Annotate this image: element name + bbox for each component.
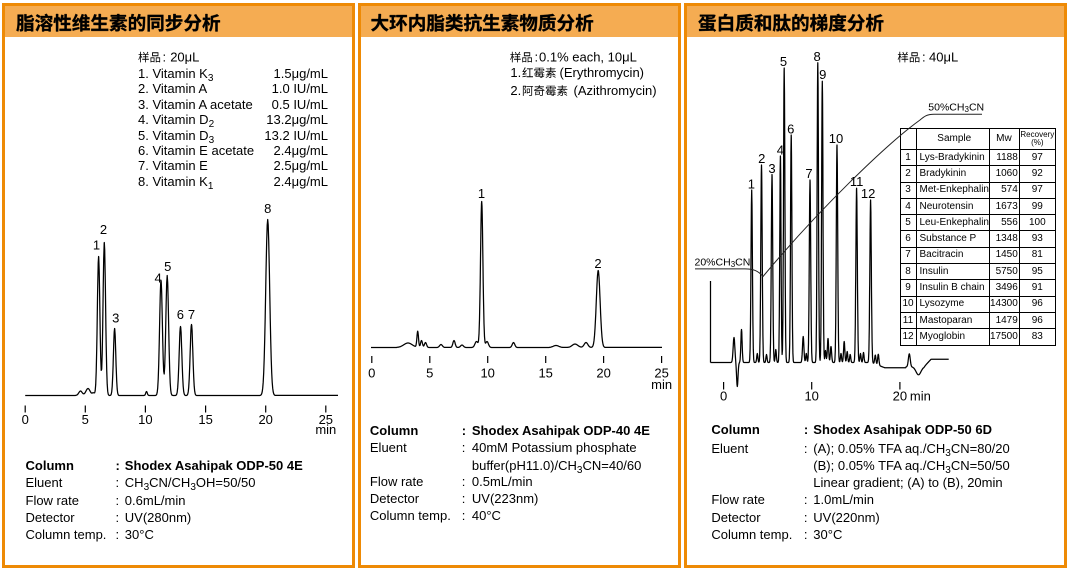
svg-text:5: 5 — [426, 366, 433, 381]
svg-text:1: 1 — [93, 238, 100, 253]
svg-text:3: 3 — [112, 311, 119, 326]
svg-text:4: 4 — [777, 143, 784, 158]
svg-text:10: 10 — [829, 131, 843, 146]
svg-text:5: 5 — [82, 412, 89, 427]
svg-text:12: 12 — [861, 186, 875, 201]
svg-text:(Erythromycin): (Erythromycin) — [560, 65, 645, 80]
svg-text::: : — [922, 50, 926, 65]
svg-text:10: 10 — [480, 366, 494, 381]
svg-text:0: 0 — [720, 389, 727, 404]
svg-text::: : — [163, 50, 167, 65]
svg-text:8: 8 — [813, 49, 820, 64]
svg-text:20: 20 — [893, 389, 907, 404]
svg-text:0: 0 — [368, 366, 375, 381]
svg-text:9: 9 — [819, 67, 826, 82]
svg-text:8: 8 — [264, 201, 271, 216]
svg-text:20%CH3CN: 20%CH3CN — [695, 257, 751, 269]
svg-text:20: 20 — [258, 412, 272, 427]
svg-text:4: 4 — [154, 270, 161, 285]
svg-text:20μL: 20μL — [170, 50, 199, 65]
svg-text:15: 15 — [538, 366, 552, 381]
svg-text:20: 20 — [596, 366, 610, 381]
svg-text::: : — [535, 50, 539, 65]
svg-text:2.: 2. — [510, 83, 521, 98]
svg-text:10: 10 — [804, 389, 818, 404]
svg-text:5: 5 — [780, 54, 787, 69]
svg-text:1: 1 — [748, 177, 755, 192]
svg-text:10: 10 — [138, 412, 152, 427]
svg-text:min: min — [910, 389, 931, 404]
svg-text:(Azithromycin): (Azithromycin) — [574, 83, 657, 98]
svg-text:min: min — [651, 377, 672, 392]
svg-text:25: 25 — [654, 366, 668, 381]
svg-text:7: 7 — [805, 166, 812, 181]
svg-text:2: 2 — [758, 151, 765, 166]
svg-text:3: 3 — [768, 161, 775, 176]
svg-text:2: 2 — [100, 222, 107, 237]
svg-text:5: 5 — [164, 259, 171, 274]
svg-text:15: 15 — [198, 412, 212, 427]
svg-text:0.1% each, 10μL: 0.1% each, 10μL — [539, 50, 637, 65]
svg-text:2: 2 — [594, 256, 601, 271]
svg-text:7: 7 — [188, 307, 195, 322]
svg-text:25: 25 — [319, 412, 333, 427]
svg-text:6: 6 — [787, 122, 794, 137]
svg-text:0: 0 — [22, 412, 29, 427]
svg-text:1: 1 — [478, 186, 485, 201]
svg-text:40μL: 40μL — [929, 50, 958, 65]
svg-text:50%CH3CN: 50%CH3CN — [928, 102, 984, 114]
svg-text:11: 11 — [850, 174, 864, 189]
svg-text:1.: 1. — [510, 65, 521, 80]
svg-text:6: 6 — [177, 307, 184, 322]
svg-text:min: min — [315, 422, 336, 437]
